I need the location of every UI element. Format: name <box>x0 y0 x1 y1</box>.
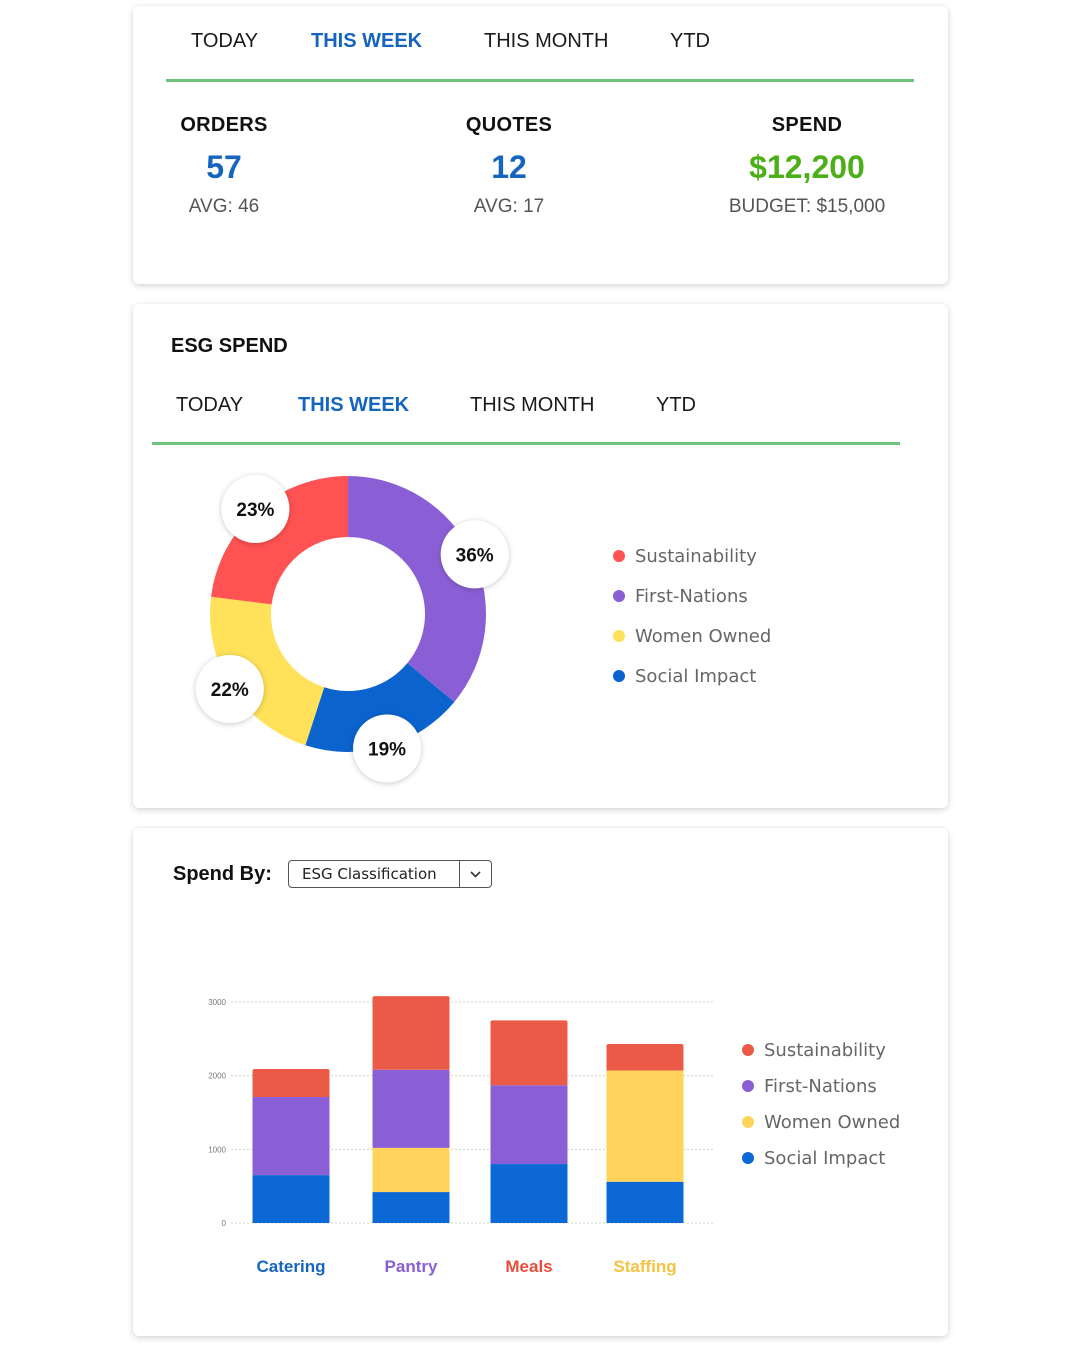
esg-tab-this-month[interactable]: THIS MONTH <box>470 394 595 416</box>
svg-text:23%: 23% <box>236 500 274 521</box>
y-tick-label: 2000 <box>208 1072 226 1081</box>
bar-meals-social-impact <box>490 1164 568 1223</box>
y-tick-label: 3000 <box>208 998 226 1007</box>
legend-item-social-impact: Social Impact <box>742 1140 900 1176</box>
legend-dot <box>613 630 625 642</box>
donut-slice-first-nations <box>348 476 486 702</box>
donut-data-label: 36% <box>440 520 509 589</box>
legend-label: Sustainability <box>764 1039 886 1061</box>
legend-dot <box>613 590 625 602</box>
quotes-stat: QUOTES 12 AVG: 17 <box>389 114 629 218</box>
x-category-label: Pantry <box>385 1257 438 1276</box>
legend-label: Social Impact <box>635 665 757 687</box>
svg-text:36%: 36% <box>456 545 494 566</box>
svg-text:19%: 19% <box>368 739 406 760</box>
legend-label: First-Nations <box>764 1075 877 1097</box>
legend-item-social-impact: Social Impact <box>613 656 771 696</box>
spend-by-select[interactable]: ESG Classification <box>288 860 492 888</box>
y-tick-label: 0 <box>222 1219 227 1228</box>
orders-label: ORDERS <box>180 114 268 136</box>
orders-value: 57 <box>206 149 242 185</box>
legend-dot <box>742 1116 754 1128</box>
spend-value: $12,200 <box>749 149 865 185</box>
legend-item-women-owned: Women Owned <box>742 1104 900 1140</box>
x-category-label: Staffing <box>613 1257 676 1276</box>
legend-item-first-nations: First-Nations <box>613 576 771 616</box>
tab-this-month[interactable]: THIS MONTH <box>484 30 609 52</box>
donut-slice-women-owned <box>210 596 325 746</box>
legend-dot <box>613 550 625 562</box>
esg-spend-card: ESG SPEND TODAY THIS WEEK THIS MONTH YTD… <box>133 304 948 808</box>
tab-this-week[interactable]: THIS WEEK <box>311 30 423 52</box>
legend-item-sustainability: Sustainability <box>742 1032 900 1068</box>
spend-by-card: Spend By: ESG Classification 0 1000 2000 30… <box>133 828 948 1336</box>
legend-dot <box>742 1080 754 1092</box>
legend-dot <box>742 1044 754 1056</box>
tabs-underline <box>166 79 914 82</box>
bar-staffing-women-owned <box>606 1070 684 1182</box>
bar-pantry-women-owned <box>372 1147 450 1193</box>
quotes-avg: AVG: 17 <box>473 196 545 217</box>
svg-text:22%: 22% <box>211 680 249 701</box>
tab-ytd[interactable]: YTD <box>670 30 710 52</box>
spend-by-selected-value: ESG Classification <box>302 865 437 883</box>
quotes-label: QUOTES <box>465 114 553 136</box>
esg-spend-title: ESG SPEND <box>171 335 288 357</box>
esg-tabs-underline <box>152 442 900 445</box>
bar-meals-first-nations <box>490 1085 568 1165</box>
legend-label: Women Owned <box>635 625 772 647</box>
donut-data-label: 22% <box>195 655 264 724</box>
esg-legend: Sustainability First-Nations Women Owned… <box>613 536 771 696</box>
quotes-value: 12 <box>491 149 527 185</box>
bar-pantry-first-nations <box>372 1069 450 1148</box>
bar-meals-sustainability <box>490 1020 568 1086</box>
esg-tab-this-week[interactable]: THIS WEEK <box>298 394 410 416</box>
spend-by-bar-chart: 0 1000 2000 3000 Catering Pantry Meals Staffing <box>208 996 713 1276</box>
tab-today[interactable]: TODAY <box>191 30 259 52</box>
spend-stat: SPEND $12,200 BUDGET: $15,000 <box>687 114 927 218</box>
orders-avg: AVG: 46 <box>188 196 260 217</box>
orders-stat: ORDERS 57 AVG: 46 <box>104 114 344 218</box>
y-tick-label: 1000 <box>208 1145 226 1154</box>
legend-label: Social Impact <box>764 1147 886 1169</box>
select-toggle-button[interactable] <box>459 861 491 887</box>
chevron-down-icon <box>470 871 481 878</box>
legend-item-sustainability: Sustainability <box>613 536 771 576</box>
donut-slice-social-impact <box>305 663 455 752</box>
donut-data-label: 23% <box>221 474 290 543</box>
bar-staffing-sustainability <box>606 1043 684 1071</box>
bar-pantry-social-impact <box>372 1192 450 1223</box>
esg-tab-today[interactable]: TODAY <box>176 394 244 416</box>
legend-label: Sustainability <box>635 545 757 567</box>
donut-slice-sustainability <box>211 476 348 605</box>
legend-item-women-owned: Women Owned <box>613 616 771 656</box>
legend-dot <box>742 1152 754 1164</box>
legend-dot <box>613 670 625 682</box>
esg-donut-chart: 36% 19% 22% 23% <box>195 474 509 783</box>
spend-by-label: Spend By: <box>173 863 272 885</box>
x-category-label: Catering <box>257 1257 326 1276</box>
bar-staffing-social-impact <box>606 1181 684 1223</box>
legend-label: Women Owned <box>764 1111 901 1133</box>
legend-item-first-nations: First-Nations <box>742 1068 900 1104</box>
bar-pantry-sustainability <box>372 996 450 1070</box>
bar-catering-social-impact <box>252 1175 330 1223</box>
donut-data-label: 19% <box>353 714 422 783</box>
spend-budget: BUDGET: $15,000 <box>728 196 886 217</box>
esg-tab-ytd[interactable]: YTD <box>656 394 696 416</box>
legend-label: First-Nations <box>635 585 748 607</box>
spend-label: SPEND <box>771 114 843 136</box>
bar-catering-sustainability <box>252 1069 330 1098</box>
summary-card: TODAY THIS WEEK THIS MONTH YTD ORDERS 57… <box>133 6 948 284</box>
bar-catering-first-nations <box>252 1097 330 1176</box>
x-category-label: Meals <box>505 1257 552 1276</box>
spend-by-legend: Sustainability First-Nations Women Owned… <box>742 1032 900 1176</box>
